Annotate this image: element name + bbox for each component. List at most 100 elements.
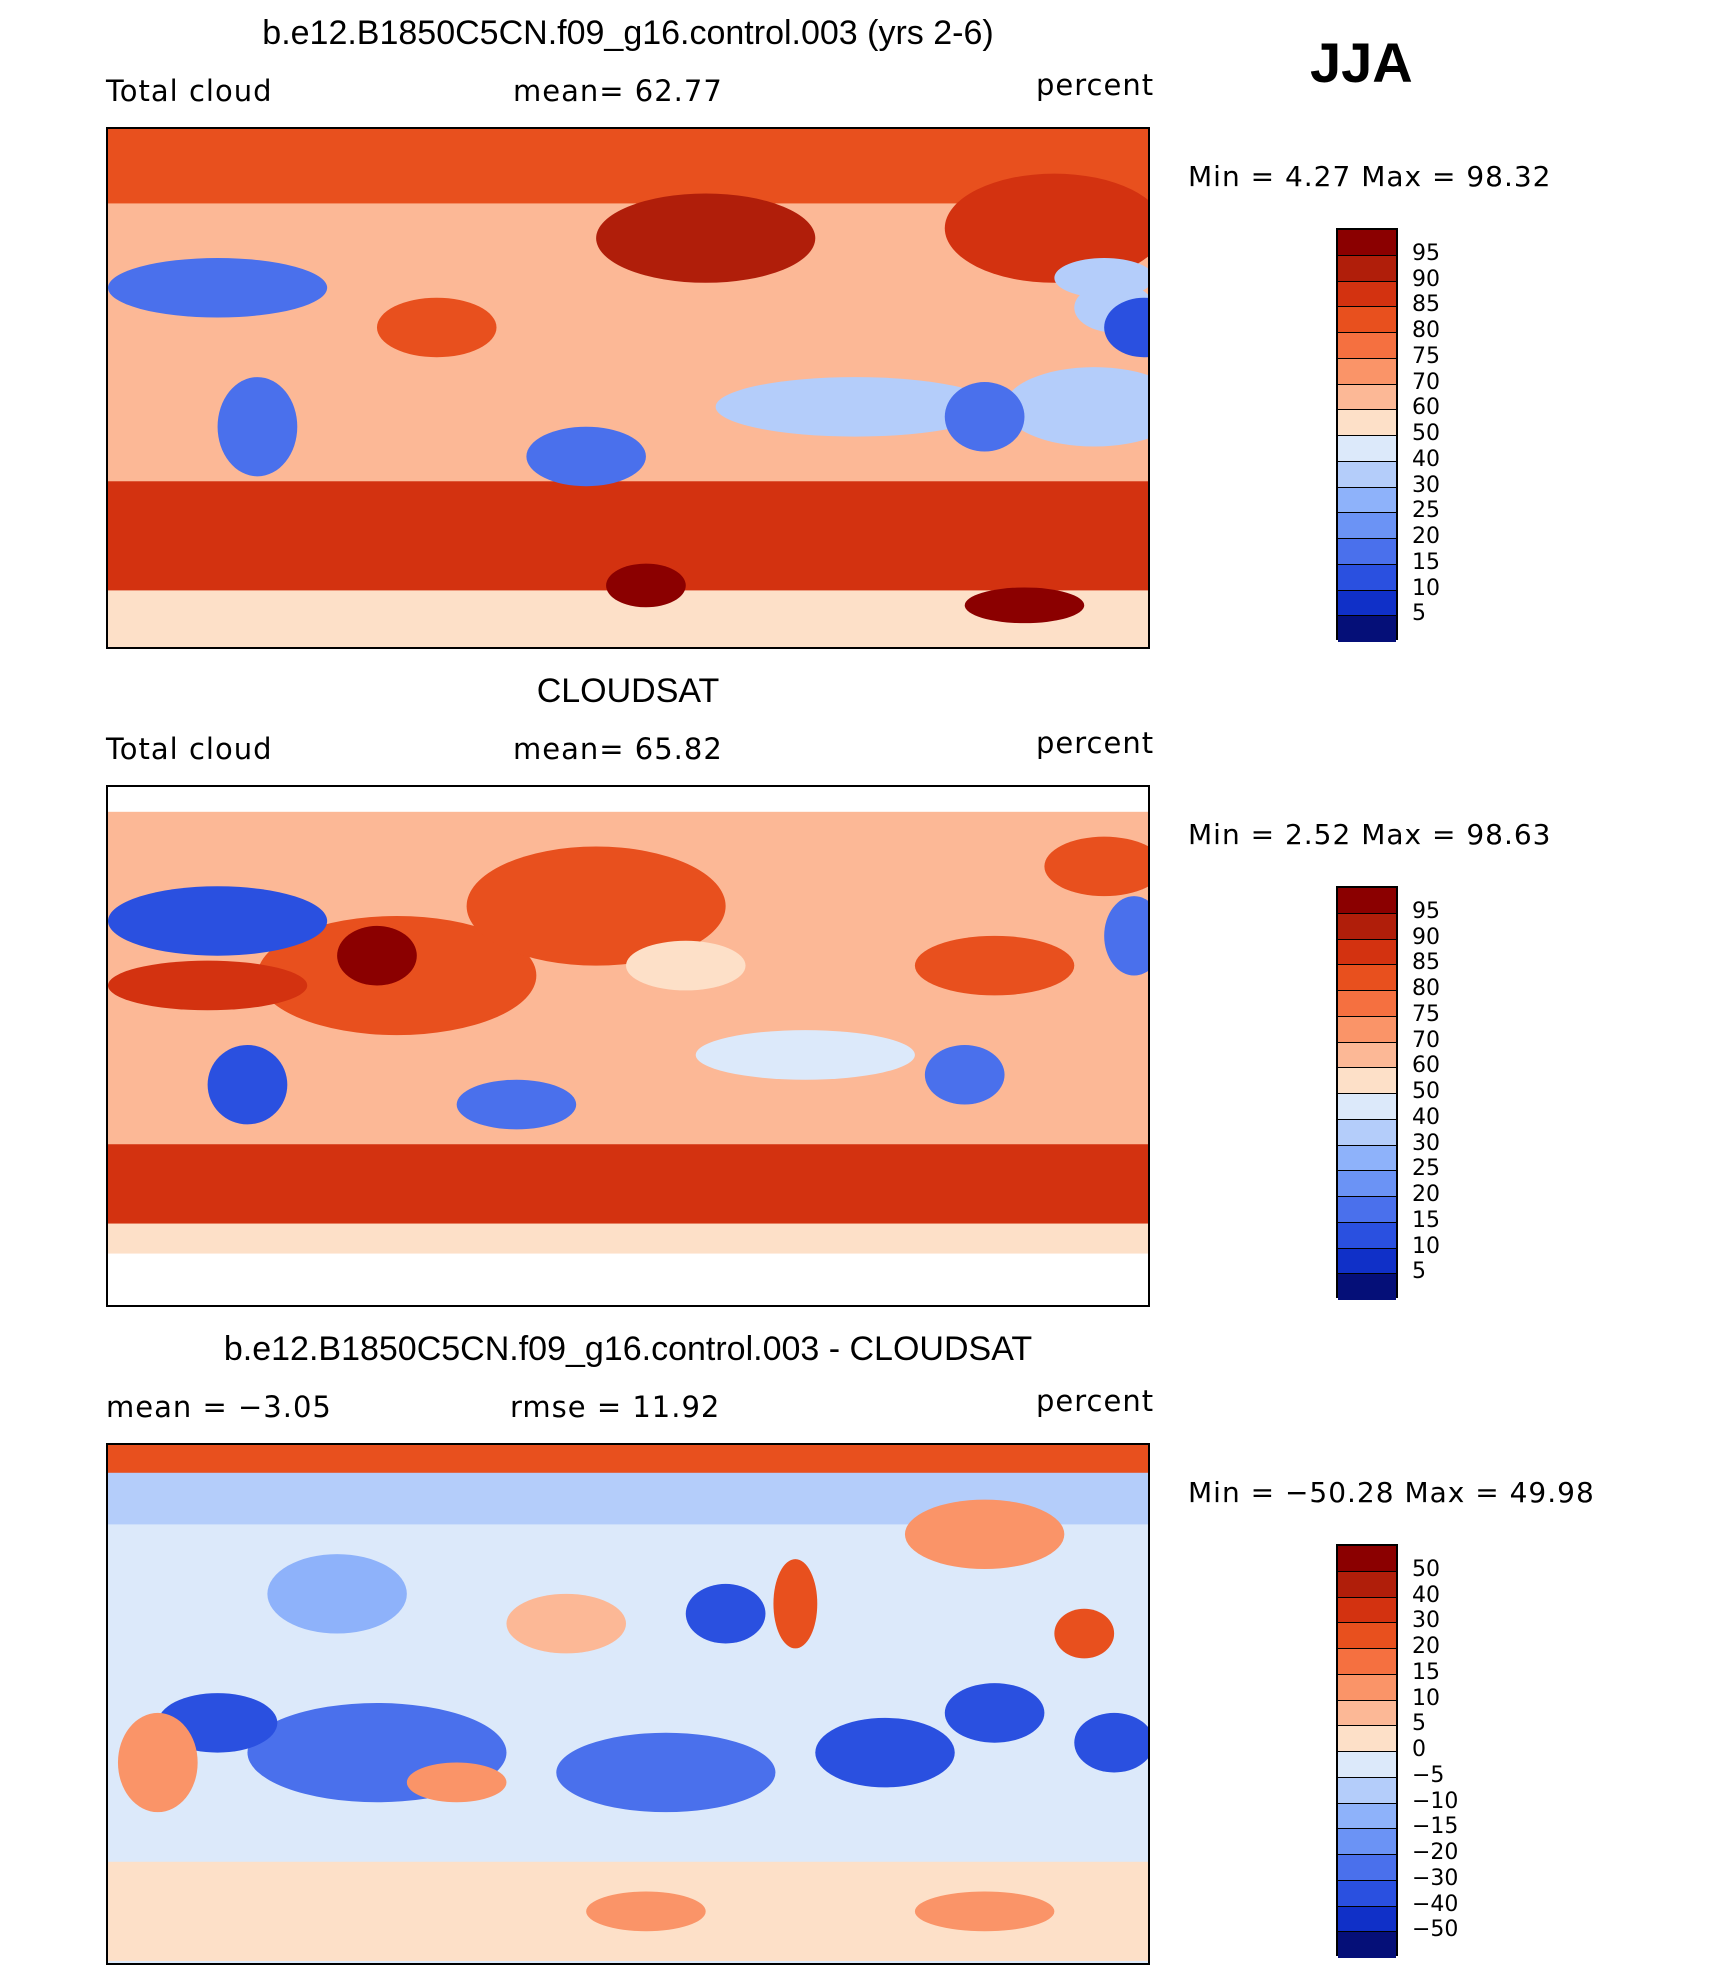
colorbar-swatch xyxy=(1338,1855,1396,1881)
colorbar-swatch xyxy=(1338,1016,1396,1043)
colorbar-tick-label: 40 xyxy=(1412,446,1440,472)
panel1-units-label: percent xyxy=(1036,68,1155,102)
colorbar-swatch xyxy=(1338,913,1396,940)
colorbar-tick-label: −5 xyxy=(1412,1762,1445,1788)
colorbar-tick-label: 50 xyxy=(1412,1079,1440,1104)
colorbar-swatch xyxy=(1338,1571,1396,1598)
season-label: JJA xyxy=(1310,31,1413,94)
colorbar-swatch xyxy=(1338,1546,1396,1572)
colorbar-swatch xyxy=(1338,436,1396,462)
colorbar-tick-label: 50 xyxy=(1412,421,1440,446)
colorbar-swatch xyxy=(1338,1222,1396,1249)
colorbar-swatch xyxy=(1338,255,1396,282)
colorbar-tick-label: 40 xyxy=(1412,1582,1440,1608)
panel1-left-label: Total cloud xyxy=(106,74,273,108)
colorbar-tick-label: 95 xyxy=(1412,240,1440,266)
colorbar-swatch xyxy=(1338,1068,1396,1094)
colorbar-swatch xyxy=(1338,1777,1396,1804)
colorbar-swatch xyxy=(1338,888,1396,914)
colorbar-tick-label: 50 xyxy=(1412,1556,1440,1582)
colorbar-tick-label: 5 xyxy=(1412,1259,1426,1285)
colorbar-swatch xyxy=(1338,333,1396,359)
panel3-rmse-label: rmse = 11.92 xyxy=(510,1390,721,1424)
colorbar-swatch xyxy=(1338,1752,1396,1778)
panel1-mean-label: mean= 62.77 xyxy=(513,74,723,108)
colorbar-tick-label: 60 xyxy=(1412,1053,1440,1079)
panel2-colorbar xyxy=(1336,886,1398,1300)
colorbar-tick-label: 15 xyxy=(1412,1659,1440,1685)
colorbar-swatch xyxy=(1338,410,1396,436)
colorbar-tick-label: −40 xyxy=(1412,1891,1459,1917)
colorbar-tick-label: 80 xyxy=(1412,318,1440,343)
colorbar-swatch xyxy=(1338,1171,1396,1197)
colorbar-tick-label: 75 xyxy=(1412,343,1440,369)
colorbar-swatch xyxy=(1338,1649,1396,1675)
colorbar-swatch xyxy=(1338,991,1396,1017)
colorbar-swatch xyxy=(1338,1597,1396,1624)
colorbar-tick-label: 30 xyxy=(1412,1130,1440,1156)
colorbar-swatch xyxy=(1338,539,1396,565)
colorbar-tick-label: 20 xyxy=(1412,1182,1440,1207)
colorbar-swatch xyxy=(1338,1042,1396,1069)
colorbar-swatch xyxy=(1338,230,1396,256)
colorbar-tick-label: 40 xyxy=(1412,1104,1440,1130)
colorbar-tick-label: 85 xyxy=(1412,950,1440,976)
panel3-mean-label: mean = −3.05 xyxy=(106,1390,332,1424)
colorbar-swatch xyxy=(1338,384,1396,411)
colorbar-tick-label: 15 xyxy=(1412,549,1440,575)
colorbar-tick-label: 85 xyxy=(1412,292,1440,318)
colorbar-tick-label: 70 xyxy=(1412,369,1440,395)
colorbar-tick-label: −50 xyxy=(1412,1917,1459,1943)
colorbar-swatch xyxy=(1338,307,1396,333)
colorbar-tick-label: 10 xyxy=(1412,1233,1440,1259)
colorbar-swatch xyxy=(1338,1726,1396,1752)
colorbar-swatch xyxy=(1338,1248,1396,1275)
colorbar-swatch xyxy=(1338,281,1396,308)
colorbar-swatch xyxy=(1338,487,1396,514)
colorbar-swatch xyxy=(1338,1197,1396,1223)
colorbar-tick-label: −10 xyxy=(1412,1788,1459,1814)
colorbar-tick-label: 15 xyxy=(1412,1207,1440,1233)
colorbar-swatch xyxy=(1338,1906,1396,1933)
colorbar-swatch xyxy=(1338,1674,1396,1701)
colorbar-tick-label: 75 xyxy=(1412,1001,1440,1027)
colorbar-swatch xyxy=(1338,590,1396,617)
colorbar-tick-label: 10 xyxy=(1412,575,1440,601)
colorbar-tick-label: 10 xyxy=(1412,1685,1440,1711)
colorbar-swatch xyxy=(1338,358,1396,385)
colorbar-tick-label: 5 xyxy=(1412,601,1426,627)
panel3-title: b.e12.B1850C5CN.f09_g16.control.003 - CL… xyxy=(223,1330,1033,1368)
panel2-title: CLOUDSAT xyxy=(536,672,720,710)
colorbar-swatch xyxy=(1338,1119,1396,1146)
panel2-mean-label: mean= 65.82 xyxy=(513,732,723,766)
colorbar-tick-label: 20 xyxy=(1412,1634,1440,1659)
panel1-map xyxy=(106,127,1150,649)
panel1-map-svg xyxy=(108,129,1148,647)
colorbar-swatch xyxy=(1338,461,1396,488)
colorbar-tick-label: 30 xyxy=(1412,472,1440,498)
colorbar-tick-label: 90 xyxy=(1412,266,1440,292)
colorbar-swatch xyxy=(1338,1829,1396,1855)
colorbar-swatch xyxy=(1338,1700,1396,1727)
colorbar-tick-label: 20 xyxy=(1412,524,1440,549)
colorbar-tick-label: 25 xyxy=(1412,498,1440,524)
panel1-title: b.e12.B1850C5CN.f09_g16.control.003 (yrs… xyxy=(262,14,994,52)
colorbar-swatch xyxy=(1338,1145,1396,1172)
panel1-min-max: Min = 4.27 Max = 98.32 xyxy=(1188,160,1552,193)
colorbar-tick-label: 5 xyxy=(1412,1711,1426,1737)
panel2-units-label: percent xyxy=(1036,726,1155,760)
colorbar-tick-label: 80 xyxy=(1412,976,1440,1001)
panel2-min-max: Min = 2.52 Max = 98.63 xyxy=(1188,818,1552,851)
panel1-colorbar xyxy=(1336,228,1398,642)
colorbar-tick-label: 25 xyxy=(1412,1156,1440,1182)
colorbar-tick-label: 70 xyxy=(1412,1027,1440,1053)
colorbar-swatch xyxy=(1338,564,1396,591)
panel3-map-svg xyxy=(108,1445,1148,1963)
panel3-map xyxy=(106,1443,1150,1965)
colorbar-tick-label: 0 xyxy=(1412,1737,1426,1762)
colorbar-swatch xyxy=(1338,1274,1396,1300)
colorbar-swatch xyxy=(1338,1880,1396,1907)
colorbar-tick-label: 30 xyxy=(1412,1608,1440,1634)
colorbar-tick-label: 90 xyxy=(1412,924,1440,950)
colorbar-tick-label: 95 xyxy=(1412,898,1440,924)
